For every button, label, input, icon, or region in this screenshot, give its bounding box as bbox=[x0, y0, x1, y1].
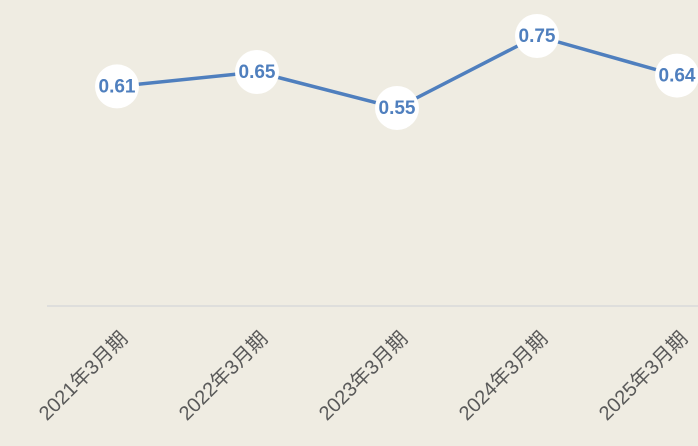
data-label: 0.65 bbox=[239, 62, 276, 83]
data-label: 0.75 bbox=[519, 26, 556, 47]
data-label: 0.64 bbox=[659, 66, 696, 87]
data-label: 0.61 bbox=[99, 76, 136, 97]
data-point bbox=[655, 53, 698, 98]
data-label: 0.55 bbox=[379, 98, 416, 119]
data-point bbox=[95, 64, 139, 109]
data-point bbox=[515, 14, 559, 58]
data-point bbox=[375, 86, 419, 130]
data-point bbox=[235, 50, 279, 94]
